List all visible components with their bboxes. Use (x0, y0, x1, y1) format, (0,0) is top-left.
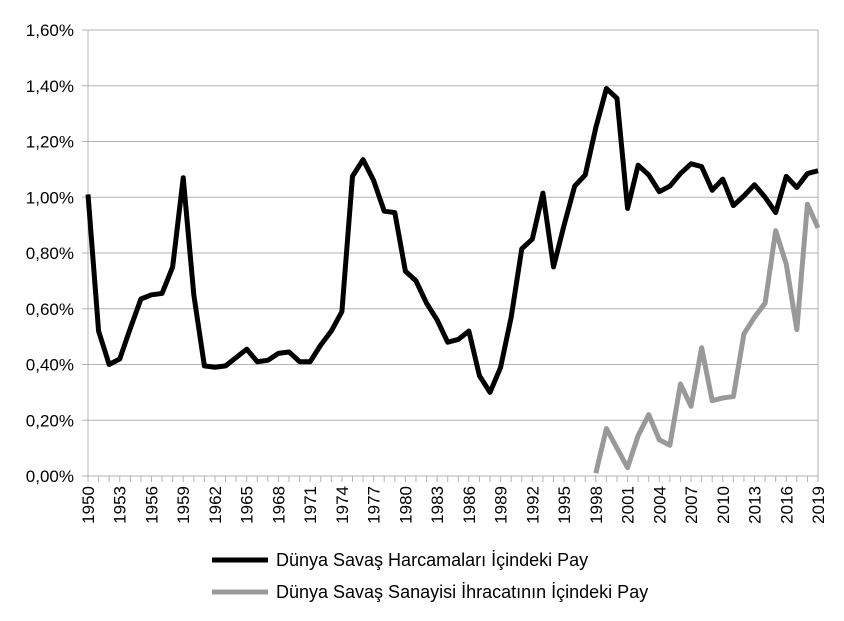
grid-lines (88, 29, 818, 421)
axes (82, 29, 819, 482)
x-tick-label: 1974 (333, 486, 352, 524)
x-tick-label: 1953 (111, 486, 130, 524)
series-line-war-spending (85, 86, 819, 395)
x-tick-label: 1986 (460, 486, 479, 524)
x-tick-label: 1992 (523, 486, 542, 524)
series-line-arms-exports (593, 201, 821, 474)
legend: Dünya Savaş Harcamaları İçindeki Pay Dün… (212, 550, 648, 602)
x-tick-label: 1989 (492, 486, 511, 524)
x-tick-label: 1968 (269, 486, 288, 524)
y-tick-label: 0,40% (26, 356, 74, 375)
legend-label-war-spending: Dünya Savaş Harcamaları İçindeki Pay (276, 550, 588, 570)
y-tick-label: 0,00% (26, 467, 74, 486)
x-tick-label: 1962 (206, 486, 225, 524)
x-axis-tick-labels: 1950 1953 1956 1959 1962 1965 1968 1971 1974 1977… (79, 486, 828, 524)
x-tick-label: 1983 (428, 486, 447, 524)
x-tick-label: 2013 (746, 486, 765, 524)
y-tick-label: 0,20% (26, 411, 74, 430)
legend-label-arms-exports: Dünya Savaş Sanayisi İhracatının İçindek… (276, 582, 648, 602)
x-tick-label: 1998 (587, 486, 606, 524)
x-tick-label: 1965 (238, 486, 257, 524)
x-tick-label: 2007 (682, 486, 701, 524)
x-tick-label: 1956 (142, 486, 161, 524)
y-tick-label: 1,00% (26, 188, 74, 207)
y-tick-label: 1,60% (26, 21, 74, 40)
x-tick-label: 2016 (777, 486, 796, 524)
x-tick-label: 2004 (650, 486, 669, 524)
x-tick-label: 1950 (79, 486, 98, 524)
y-tick-label: 0,60% (26, 300, 74, 319)
x-tick-label: 2019 (809, 486, 828, 524)
x-tick-label: 1995 (555, 486, 574, 524)
x-tick-label: 2001 (619, 486, 638, 524)
x-tick-label: 1977 (365, 486, 384, 524)
y-tick-label: 0,80% (26, 244, 74, 263)
y-tick-label: 1,40% (26, 77, 74, 96)
x-tick-label: 2010 (714, 486, 733, 524)
x-tick-label: 1959 (174, 486, 193, 524)
series-lines (85, 86, 821, 474)
y-axis-tick-labels: 0,00% 0,20% 0,40% 0,60% 0,80% 1,00% 1,20% 1,40%… (26, 21, 74, 486)
x-tick-label: 1971 (301, 486, 320, 524)
x-tick-label: 1980 (396, 486, 415, 524)
y-tick-label: 1,20% (26, 133, 74, 152)
